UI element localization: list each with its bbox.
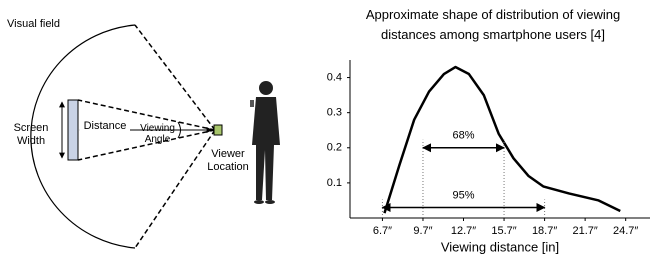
chart-title: Approximate shape of distribution of vie…	[338, 5, 648, 45]
field-edge	[135, 130, 215, 248]
y-tick-label: 0.3	[327, 107, 342, 119]
x-tick-label: 24.7″	[613, 225, 638, 237]
x-tick-label: 9.7″	[413, 225, 432, 237]
x-axis-label: Viewing distance [in]	[441, 239, 559, 254]
annotation: 95%	[452, 189, 474, 201]
label: Screen Width	[10, 122, 52, 148]
y-tick-label: 0.1	[327, 177, 342, 189]
viewer-eye	[214, 125, 222, 135]
label: Visual field	[6, 18, 61, 31]
x-tick-label: 12.7″	[451, 225, 476, 237]
x-tick-label: 6.7″	[373, 225, 392, 237]
y-tick-label: 0.4	[327, 71, 342, 83]
x-tick-label: 18.7″	[532, 225, 557, 237]
screen	[68, 100, 78, 160]
label: Viewer Location	[205, 148, 251, 174]
x-tick-label: 15.7″	[491, 225, 516, 237]
person	[250, 81, 280, 204]
y-tick-label: 0.2	[327, 142, 342, 154]
page: 0.1 0.2 0.3 0.4 6.7″ 9.7″ 12.7″ 15.7″ 18.7″ 21.7″…	[0, 0, 659, 259]
diagram	[31, 25, 222, 248]
x-tick-label: 21.7″	[572, 225, 597, 237]
label: Viewing Angle	[135, 123, 180, 145]
annotation: 68%	[452, 130, 474, 142]
distribution-curve	[384, 67, 620, 213]
field-edge	[135, 25, 215, 130]
label: Distance	[80, 120, 130, 133]
